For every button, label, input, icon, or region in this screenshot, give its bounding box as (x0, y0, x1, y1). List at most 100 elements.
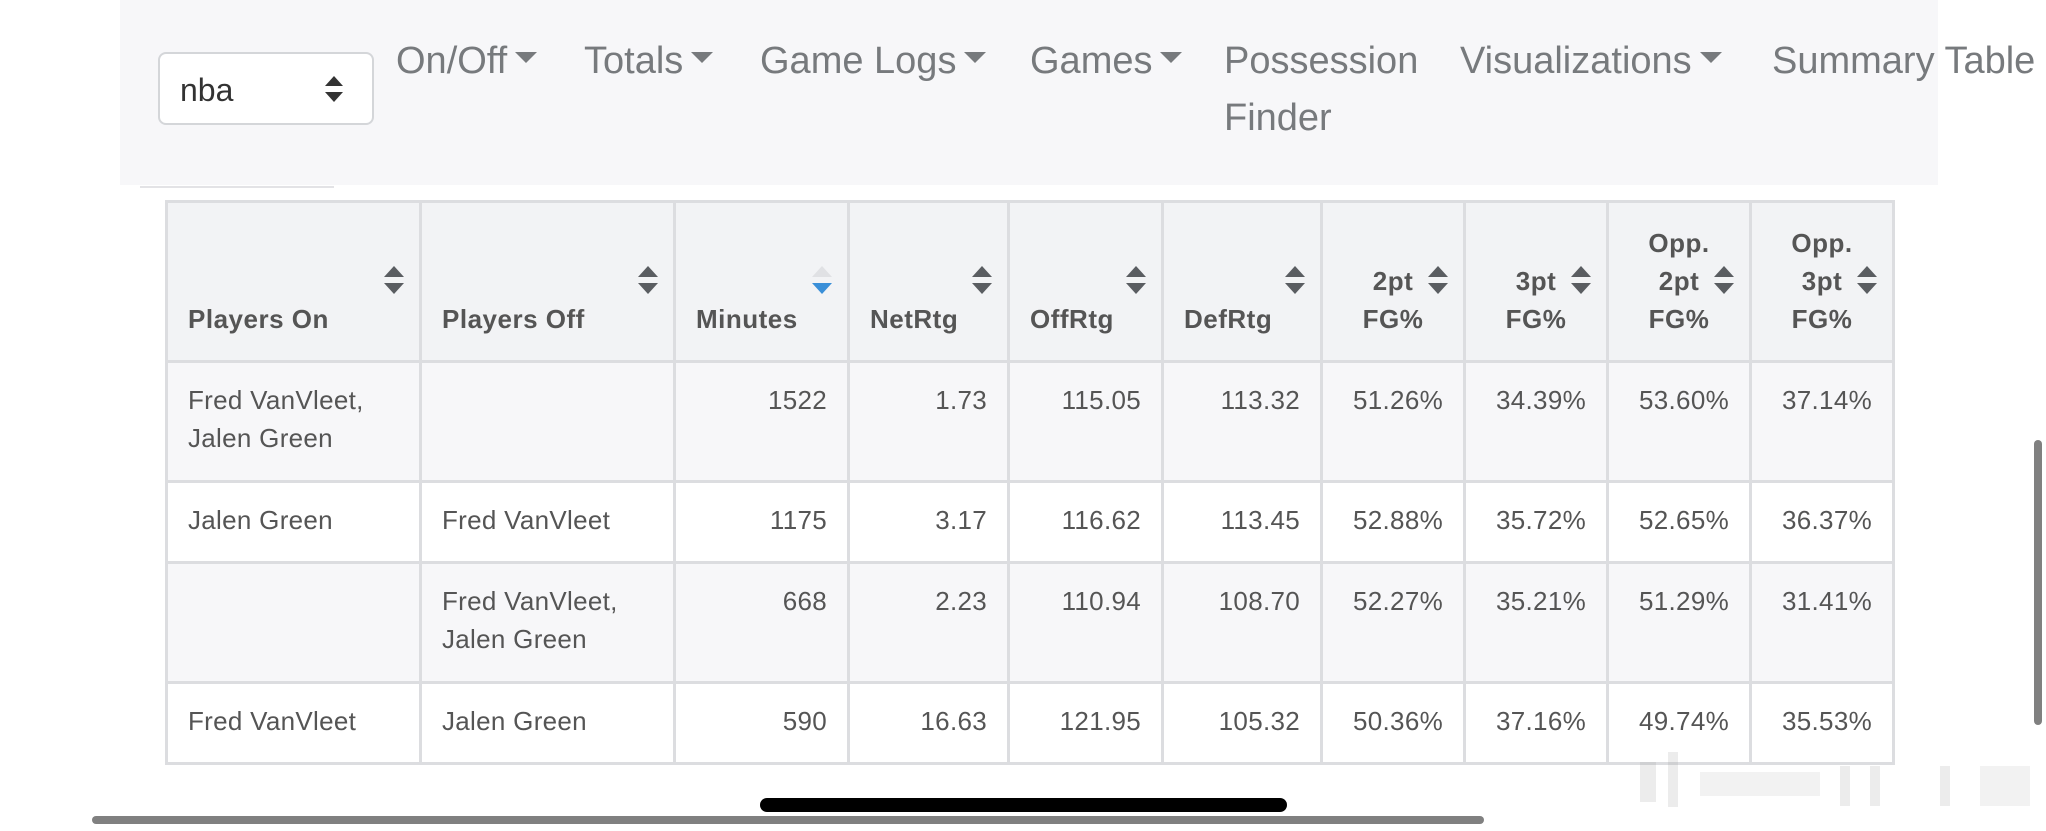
cell-3pt-fg: 35.72% (1463, 480, 1609, 564)
col-offrtg[interactable]: OffRtg (1007, 200, 1164, 363)
cell-minutes: 1522 (673, 360, 850, 483)
nav-totals-label: Totals (584, 40, 684, 82)
nav-games-label: Games (1030, 40, 1153, 82)
sort-icon (637, 265, 659, 295)
navbar-divider (140, 186, 334, 188)
cell-3pt-fg: 34.39% (1463, 360, 1609, 483)
col-2pt-fg[interactable]: 2pt FG% (1320, 200, 1466, 363)
select-updown-icon (324, 74, 344, 104)
cell-opp-2pt-fg: 52.65% (1606, 480, 1752, 564)
col-label-line3: FG% (1648, 304, 1710, 334)
top-navbar (120, 0, 1938, 185)
sort-icon (971, 265, 993, 295)
table-header-row: Players On Players Off Minutes NetRtg Of… (165, 200, 1895, 363)
table-row: Fred VanVleet, Jalen Green 668 2.23 110.9… (165, 561, 1895, 684)
cell-2pt-fg: 52.88% (1320, 480, 1466, 564)
caret-down-icon (1160, 52, 1183, 64)
home-indicator[interactable] (760, 798, 1287, 812)
sort-icon (1125, 265, 1147, 295)
nav-summary-table[interactable]: Summary Table (1772, 33, 2035, 90)
col-netrtg[interactable]: NetRtg (847, 200, 1010, 363)
horizontal-scrollbar[interactable] (92, 816, 1484, 824)
col-label-line1: Opp. (1648, 228, 1710, 258)
cell-offrtg: 110.94 (1007, 561, 1164, 684)
col-label-line1: 2pt (1372, 266, 1414, 296)
nav-possession-line1: Possession (1224, 40, 1419, 82)
col-opp-2pt-fg[interactable]: Opp. 2pt FG% (1606, 200, 1752, 363)
cell-minutes: 668 (673, 561, 850, 684)
cell-players-on (165, 561, 422, 684)
sort-desc-active-icon (811, 265, 833, 295)
table-row: Fred VanVleet, Jalen Green 1522 1.73 115.… (165, 360, 1895, 483)
cell-opp-3pt-fg: 37.14% (1749, 360, 1895, 483)
cell-opp-3pt-fg: 31.41% (1749, 561, 1895, 684)
cell-offrtg: 121.95 (1007, 681, 1164, 765)
col-label: DefRtg (1184, 304, 1273, 334)
cell-defrtg: 105.32 (1161, 681, 1323, 765)
cell-netrtg: 3.17 (847, 480, 1010, 564)
col-players-on[interactable]: Players On (165, 200, 422, 363)
col-defrtg[interactable]: DefRtg (1161, 200, 1323, 363)
nav-possession-line2: Finder (1224, 97, 1332, 139)
nav-summary-table-label: Summary Table (1772, 40, 2036, 82)
col-label-line2: FG% (1505, 304, 1567, 334)
cell-3pt-fg: 37.16% (1463, 681, 1609, 765)
col-label: Players On (188, 304, 329, 334)
cell-netrtg: 1.73 (847, 360, 1010, 483)
cell-offrtg: 115.05 (1007, 360, 1164, 483)
nav-visualizations-label: Visualizations (1460, 40, 1692, 82)
cell-players-off: Jalen Green (419, 681, 676, 765)
cell-text: Fred VanVleet, (188, 385, 364, 415)
cell-players-on: Jalen Green (165, 480, 422, 564)
cell-players-on: Fred VanVleet (165, 681, 422, 765)
caret-down-icon (1699, 52, 1722, 64)
col-label: NetRtg (870, 304, 959, 334)
col-label-line3: FG% (1791, 304, 1853, 334)
nav-on-off-label: On/Off (396, 40, 508, 82)
cell-defrtg: 113.32 (1161, 360, 1323, 483)
cell-opp-3pt-fg: 36.37% (1749, 480, 1895, 564)
cell-opp-3pt-fg: 35.53% (1749, 681, 1895, 765)
sort-icon (1570, 265, 1592, 295)
col-label-line2: 3pt (1801, 266, 1843, 296)
sort-icon (1427, 265, 1449, 295)
col-label-line1: 3pt (1515, 266, 1557, 296)
sort-icon (1713, 265, 1735, 295)
nav-visualizations[interactable]: Visualizations (1460, 33, 1722, 90)
cell-3pt-fg: 35.21% (1463, 561, 1609, 684)
caret-down-icon (691, 52, 714, 64)
col-3pt-fg[interactable]: 3pt FG% (1463, 200, 1609, 363)
nav-on-off[interactable]: On/Off (396, 33, 538, 90)
league-select-value: nba (180, 72, 234, 108)
nav-possession-finder[interactable]: Possession Finder (1224, 33, 1418, 147)
vertical-scrollbar[interactable] (2034, 440, 2042, 725)
col-label: Minutes (696, 304, 798, 334)
cell-players-off: Fred VanVleet, Jalen Green (419, 561, 676, 684)
cell-text: Jalen Green (188, 423, 333, 453)
cell-players-on: Fred VanVleet, Jalen Green (165, 360, 422, 483)
cell-players-off: Fred VanVleet (419, 480, 676, 564)
cell-netrtg: 2.23 (847, 561, 1010, 684)
nav-totals[interactable]: Totals (584, 33, 714, 90)
cell-defrtg: 113.45 (1161, 480, 1323, 564)
cell-2pt-fg: 50.36% (1320, 681, 1466, 765)
cell-2pt-fg: 51.26% (1320, 360, 1466, 483)
col-label: Players Off (442, 304, 585, 334)
col-opp-3pt-fg[interactable]: Opp. 3pt FG% (1749, 200, 1895, 363)
caret-down-icon (964, 52, 987, 64)
league-select[interactable]: nba (158, 52, 374, 125)
nav-games[interactable]: Games (1030, 33, 1183, 90)
cell-minutes: 590 (673, 681, 850, 765)
cell-opp-2pt-fg: 53.60% (1606, 360, 1752, 483)
cell-offrtg: 116.62 (1007, 480, 1164, 564)
nav-game-logs[interactable]: Game Logs (760, 33, 987, 90)
table-row: Jalen Green Fred VanVleet 1175 3.17 116.… (165, 480, 1895, 564)
cell-text: Jalen Green (442, 624, 587, 654)
ghost-artifact (1640, 752, 2030, 807)
col-label-line2: FG% (1362, 304, 1424, 334)
col-minutes[interactable]: Minutes (673, 200, 850, 363)
cell-defrtg: 108.70 (1161, 561, 1323, 684)
col-players-off[interactable]: Players Off (419, 200, 676, 363)
sort-icon (1284, 265, 1306, 295)
col-label-line1: Opp. (1791, 228, 1853, 258)
